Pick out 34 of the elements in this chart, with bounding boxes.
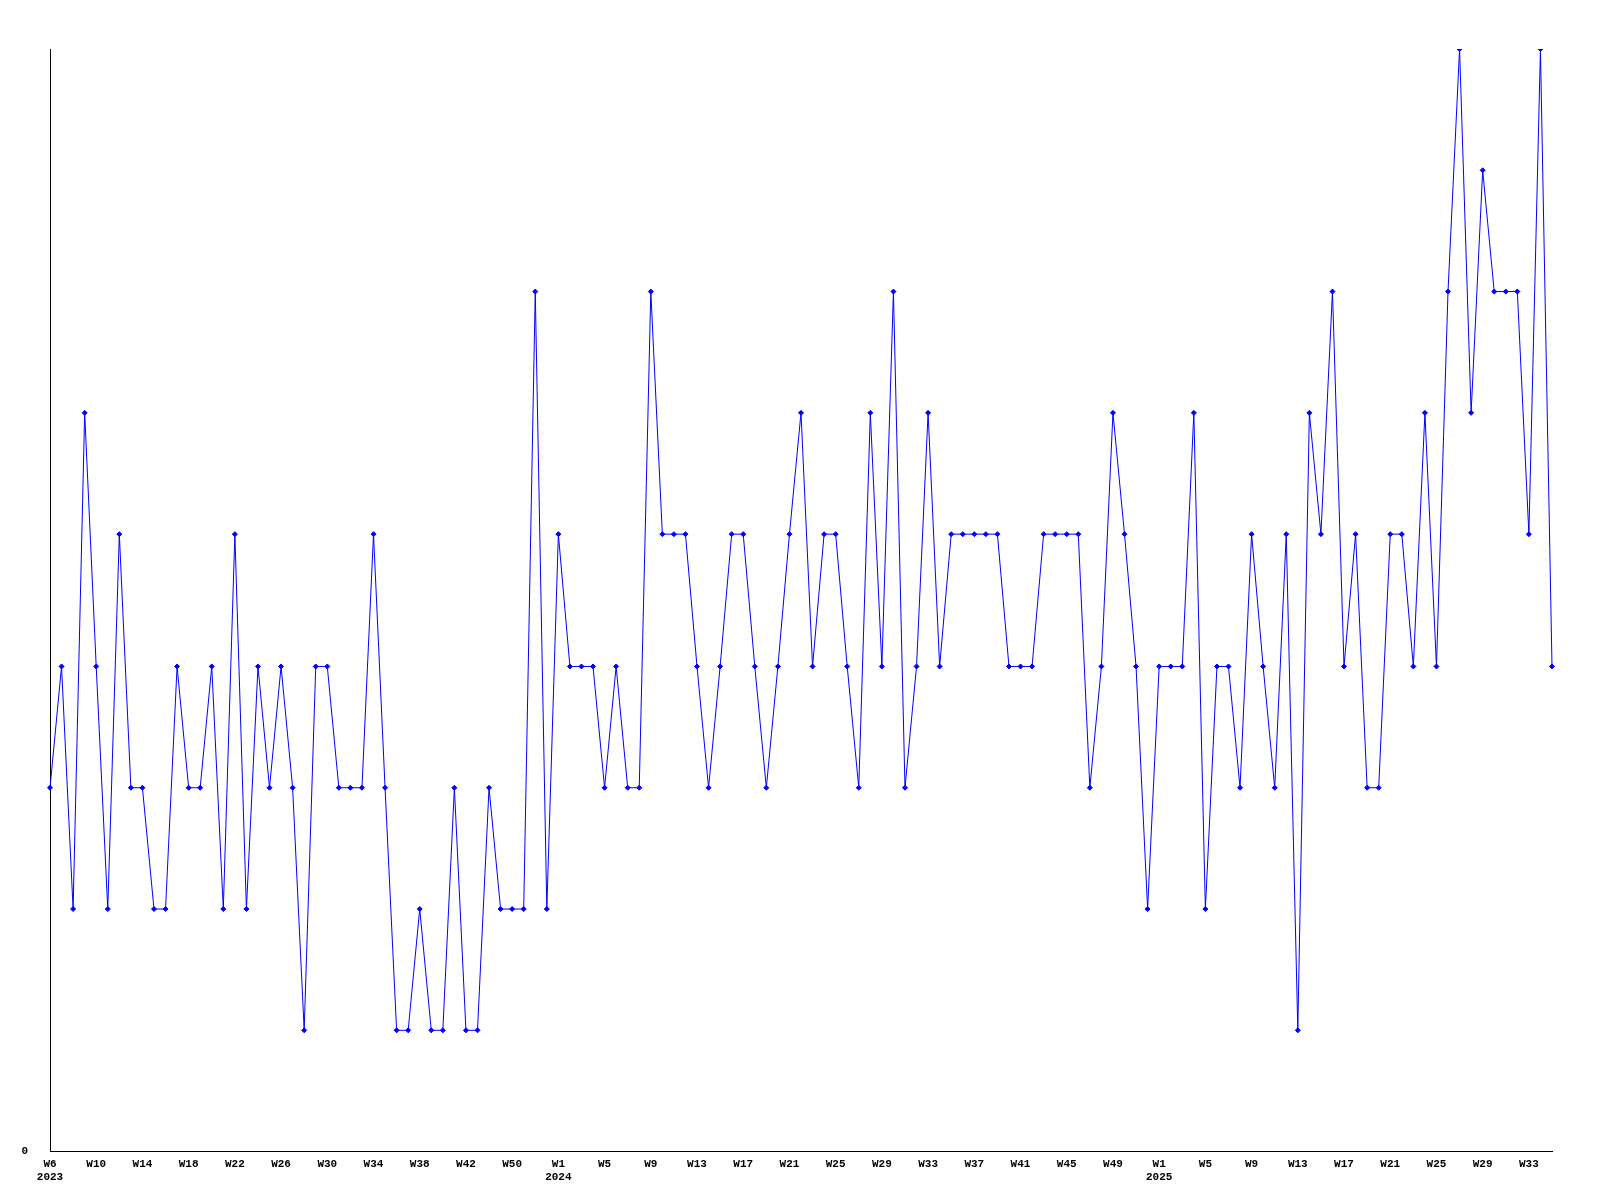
x-tick-label: W29 xyxy=(1472,1157,1493,1170)
x-tick-label: W26 xyxy=(271,1157,291,1170)
x-tick-label: W22 xyxy=(224,1157,245,1170)
x-tick-label: W21 xyxy=(779,1157,800,1170)
x-tick-label: W33 xyxy=(1518,1157,1540,1170)
x-tick-label: W38 xyxy=(409,1157,431,1170)
x-tick-label: W45 xyxy=(1056,1157,1078,1170)
x-tick-label: W18 xyxy=(178,1157,199,1170)
x-tick-label: W37 xyxy=(964,1157,985,1170)
x-tick-label: W34 xyxy=(363,1157,384,1170)
x-tick-label: W1 2024 xyxy=(545,1157,572,1184)
x-tick-label: W33 xyxy=(918,1157,939,1170)
x-tick-label: W1 2025 xyxy=(1145,1157,1173,1184)
x-tick-label: W30 xyxy=(317,1157,338,1170)
x-tick-label: W42 xyxy=(456,1157,476,1170)
x-tick-label: W5 xyxy=(1198,1157,1213,1170)
x-tick-label: W5 xyxy=(597,1157,612,1170)
x-tick-label: W17 xyxy=(1334,1157,1354,1170)
x-tick-label: W21 xyxy=(1380,1157,1401,1170)
x-tick-label: W49 xyxy=(1103,1157,1123,1170)
text: 0 xyxy=(21,1145,28,1158)
x-tick-label: W9 xyxy=(1245,1157,1259,1170)
x-tick-label: W14 xyxy=(132,1157,153,1170)
x-tick-label: W10 xyxy=(86,1157,107,1170)
x-tick-label: W17 xyxy=(733,1157,754,1170)
x-tick-label: W25 xyxy=(825,1157,846,1170)
x-tick-label: W9 xyxy=(644,1157,658,1170)
x-tick-label: W13 xyxy=(1287,1157,1309,1170)
x-tick-label: W13 xyxy=(687,1157,708,1170)
x-tick-label: W29 xyxy=(871,1157,892,1170)
x-tick-label: W6 2023 xyxy=(36,1157,64,1184)
x-tick-label: W41 xyxy=(1010,1157,1031,1170)
x-tick-label: W25 xyxy=(1426,1157,1447,1170)
x-tick-label: W50 xyxy=(502,1157,523,1170)
